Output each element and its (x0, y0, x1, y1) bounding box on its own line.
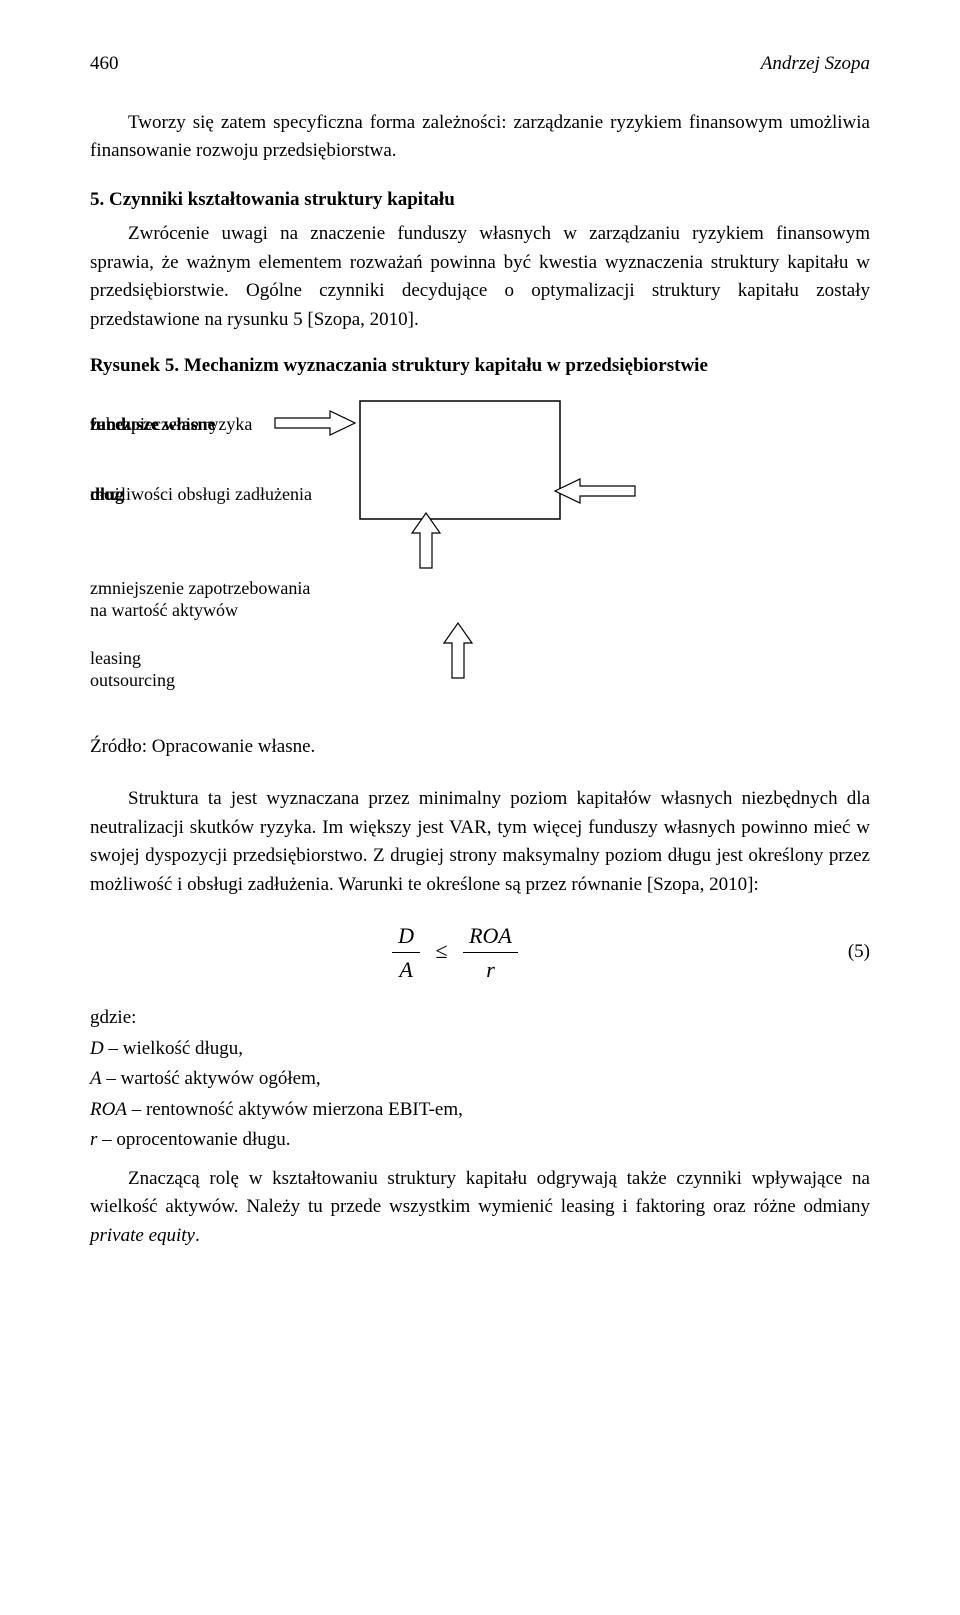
figure-diagram: zabezpieczenie ryzyka fundusze własne dł… (90, 393, 870, 723)
final-para-pre: Znaczącą rolę w kształtowaniu struktury … (90, 1168, 870, 1218)
def-item-0: D – wielkość długu, (90, 1035, 870, 1064)
eq-lhs-den: A (392, 953, 420, 986)
main-box (360, 401, 560, 519)
label-mozliwosci: możliwości obsługi zadłużenia (90, 481, 312, 508)
eq-rhs-den: r (463, 953, 518, 986)
arrow-up-1 (412, 513, 440, 568)
section-body: Zwrócenie uwagi na znaczenie funduszy wł… (90, 220, 870, 334)
equation-row: D A ≤ ROA r (5) (90, 919, 870, 986)
eq-lhs-frac: D A (392, 919, 420, 986)
arrow-left-1 (555, 479, 635, 503)
equation: D A ≤ ROA r (90, 919, 820, 986)
page-header: 460 Andrzej Szopa (90, 50, 870, 79)
label-zmniejszenie-2: na wartość aktywów (90, 597, 238, 624)
arrow-up-2 (444, 623, 472, 678)
final-paragraph: Znaczącą rolę w kształtowaniu struktury … (90, 1165, 870, 1251)
figure-title: Rysunek 5. Mechanizm wyznaczania struktu… (90, 352, 870, 381)
intro-paragraph: Tworzy się zatem specyficzna forma zależ… (90, 109, 870, 166)
eq-lhs-num: D (392, 919, 420, 953)
author-name: Andrzej Szopa (761, 50, 870, 79)
para-after-figure: Struktura ta jest wyznaczana przez minim… (90, 785, 870, 899)
eq-rhs-frac: ROA r (463, 919, 518, 986)
final-para-italic: private equity (90, 1225, 195, 1246)
label-outsourcing: outsourcing (90, 667, 175, 694)
equation-number: (5) (820, 938, 870, 967)
diagram-svg (90, 393, 870, 723)
final-para-post: . (195, 1225, 200, 1246)
page-number: 460 (90, 50, 119, 79)
eq-rhs-num: ROA (463, 919, 518, 953)
def-item-1: A – wartość aktywów ogółem, (90, 1065, 870, 1094)
def-item-2: ROA – rentowność aktywów mierzona EBIT-e… (90, 1096, 870, 1125)
label-fundusze: fundusze własne (90, 411, 216, 438)
eq-op: ≤ (436, 938, 448, 963)
def-item-3: r – oprocentowanie długu. (90, 1126, 870, 1155)
section-title: 5. Czynniki kształtowania struktury kapi… (90, 186, 870, 215)
definitions-label: gdzie: (90, 1004, 870, 1033)
figure-source: Źródło: Opracowanie własne. (90, 733, 870, 762)
definitions-block: gdzie: D – wielkość długu, A – wartość a… (90, 1004, 870, 1155)
arrow-right-1 (275, 411, 355, 435)
